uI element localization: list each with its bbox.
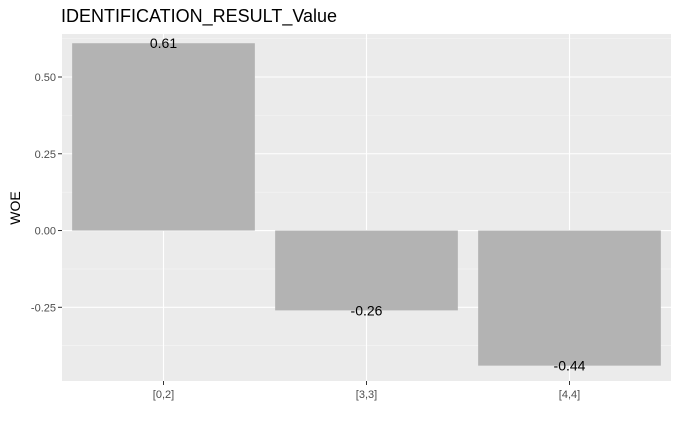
y-tick-label: 0.25 [35,149,56,161]
y-tick-label: -0.25 [31,302,56,314]
data-labels: 0.61 -0.26 -0.44 [150,35,586,373]
y-tick-label: 0.50 [35,72,56,84]
y-axis-title: WOE [7,191,23,224]
x-tick-label: [3,3] [356,389,377,401]
y-tick-label: 0.00 [35,226,56,238]
data-label-[4,4]: -0.44 [554,358,586,374]
x-tick-label: [4,4] [559,389,580,401]
x-axis-ticks: [0,2] [3,3] [4,4] [153,381,580,401]
data-label-[0,2]: 0.61 [150,35,177,51]
bar-[4,4] [478,230,661,366]
chart-title: IDENTIFICATION_RESULT_Value [61,6,337,27]
y-axis-ticks: -0.25 0.00 0.25 0.50 [31,72,62,314]
bar-[3,3] [275,230,458,311]
bars [72,43,661,366]
data-label-[3,3]: -0.26 [351,302,383,318]
bar-[0,2] [72,43,255,231]
x-tick-label: [0,2] [153,389,174,401]
